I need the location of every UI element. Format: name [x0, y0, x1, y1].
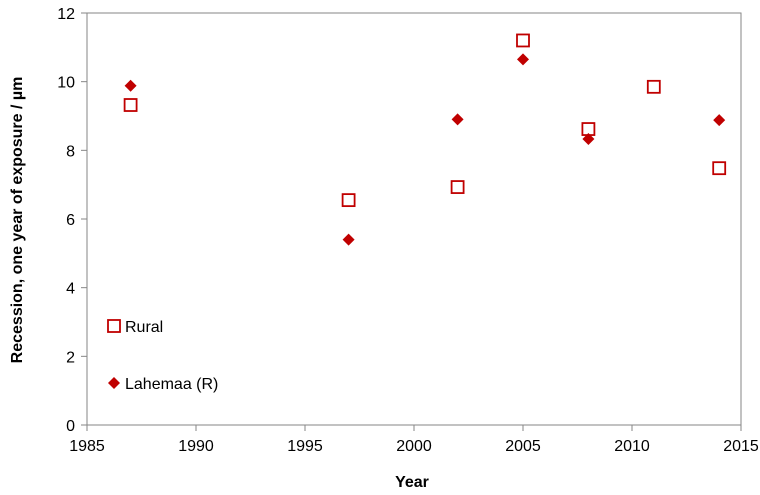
y-tick-label: 4	[66, 281, 75, 298]
data-point	[451, 113, 464, 126]
legend-marker	[108, 377, 120, 389]
data-point	[516, 33, 530, 48]
x-tick-label: 2000	[396, 438, 432, 455]
y-tick-label: 2	[66, 349, 75, 366]
x-axis-title: Year	[395, 474, 429, 491]
plot-area	[86, 12, 742, 426]
x-tick-label: 2005	[505, 438, 541, 455]
data-point	[582, 133, 595, 146]
x-tick-label: 2010	[614, 438, 650, 455]
legend: Rural Lahemaa (R)	[107, 319, 218, 393]
data-markers	[123, 33, 727, 246]
data-point	[450, 180, 465, 194]
legend-label: Lahemaa (R)	[125, 376, 218, 393]
data-point	[517, 53, 529, 66]
series-lahemaa	[124, 53, 726, 246]
y-axis-title: Recession, one year of exposure / µm	[9, 77, 26, 364]
y-tick-label: 8	[66, 143, 75, 160]
data-point	[124, 79, 137, 92]
y-tick-label: 0	[66, 418, 75, 435]
data-point	[342, 233, 355, 246]
series-rural	[123, 33, 727, 208]
data-point	[713, 114, 726, 127]
legend-label: Rural	[125, 319, 163, 336]
x-tick-label: 1985	[69, 438, 105, 455]
y-tick-label: 10	[57, 75, 75, 92]
x-tick-label: 2015	[723, 438, 759, 455]
y-tick-label: 12	[57, 6, 75, 23]
plot-frame	[86, 12, 742, 426]
y-axis: 0 2 4 6 8 10 12	[57, 6, 87, 435]
x-tick-label: 1995	[287, 438, 323, 455]
data-point	[341, 193, 356, 208]
y-tick-label: 6	[66, 212, 75, 229]
data-point	[123, 98, 138, 112]
legend-item: Lahemaa (R)	[108, 376, 218, 393]
data-point	[712, 161, 727, 176]
data-point	[646, 79, 661, 94]
x-tick-label: 1990	[178, 438, 214, 455]
legend-item: Rural	[107, 319, 163, 336]
x-axis: 1985 1990 1995 2000 2005 2010 2015	[69, 425, 759, 455]
legend-marker	[107, 319, 121, 333]
